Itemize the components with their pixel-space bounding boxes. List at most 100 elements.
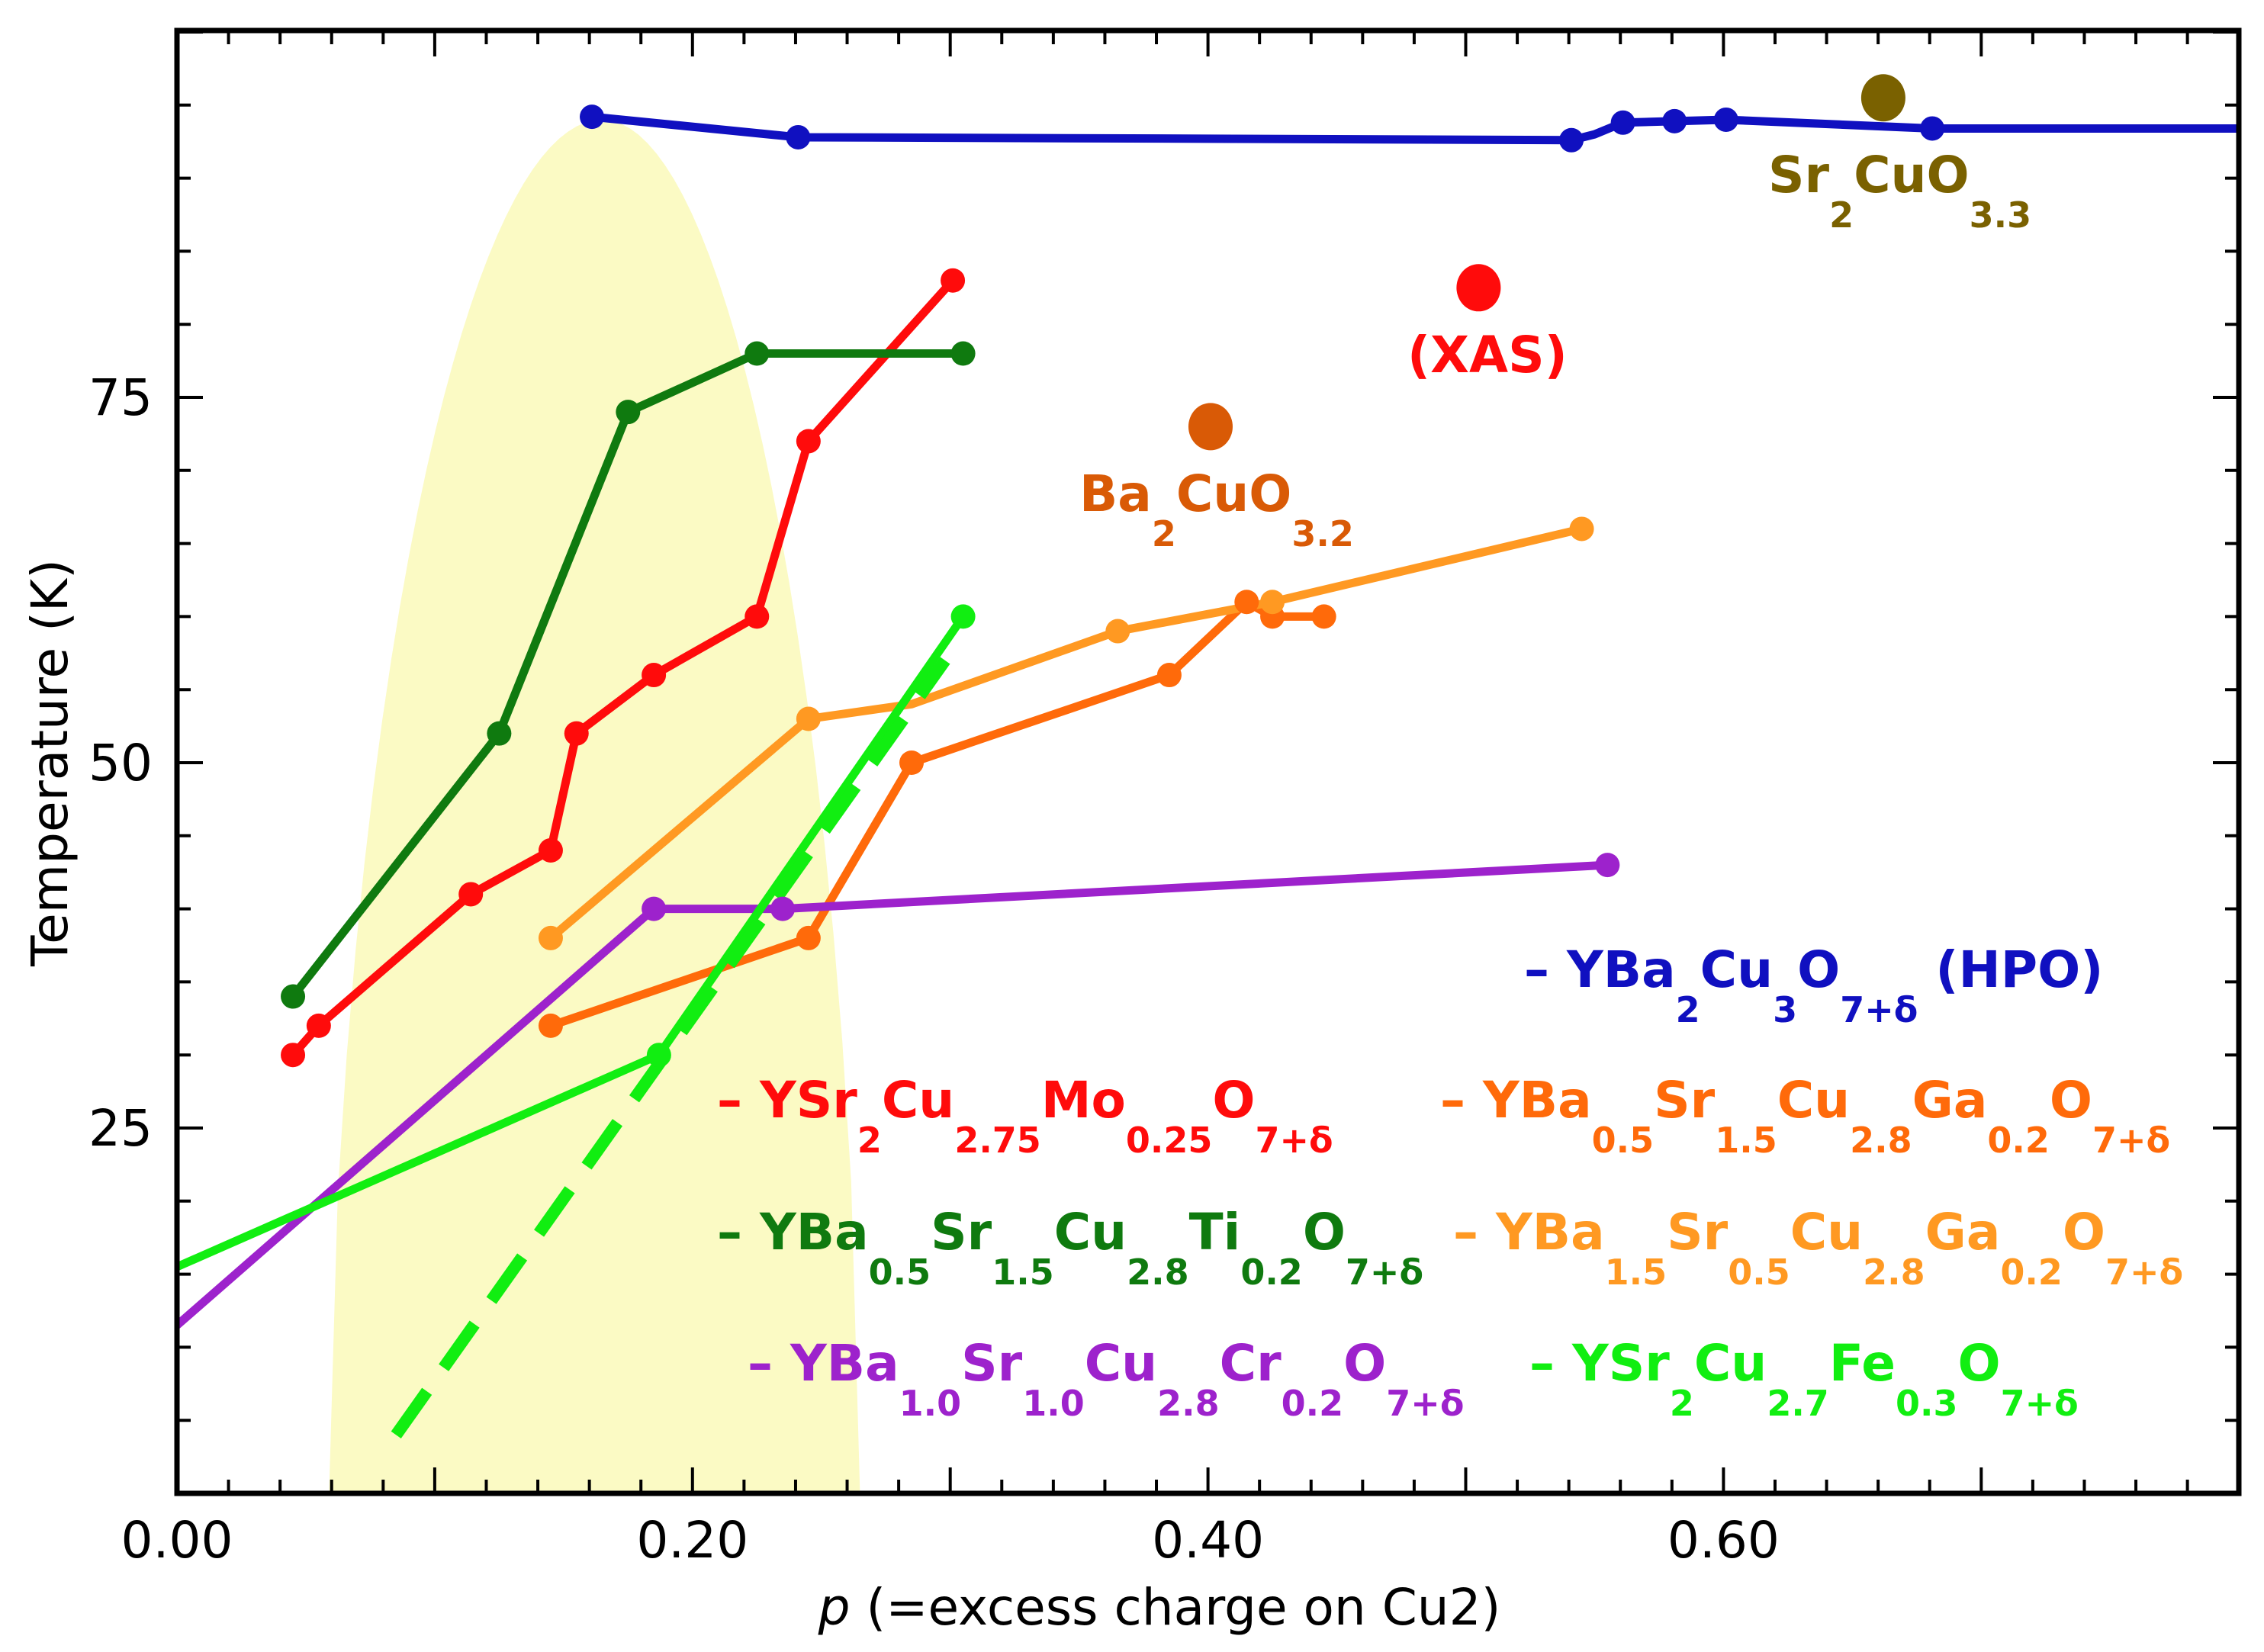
label-part: CuO: [1854, 146, 1970, 204]
point-ba2cuo3-2: [1188, 403, 1233, 451]
label-part: Sr: [1667, 1203, 1729, 1261]
point-yba0-5sr1-5cu2-8ga0-2o7-0: [538, 1013, 563, 1038]
point-ysr2cu2-75mo0-25o7-5: [642, 663, 667, 688]
legend-ga05: – YBa0.5Sr1.5Cu2.8Ga0.2O7+δ: [1440, 1071, 2170, 1161]
legend-ti: – YBa0.5Sr1.5Cu2.8Ti0.2O7+δ: [717, 1203, 1423, 1293]
label-part: Cu: [882, 1071, 954, 1130]
label-part: – YSr: [717, 1071, 857, 1130]
label-part: 0.25: [1126, 1120, 1213, 1161]
label-part: O: [1958, 1334, 2001, 1393]
label-part: – YBa: [1453, 1203, 1605, 1261]
point-yba2cu3o7-hpo-6: [1662, 108, 1687, 133]
point-sr2cuo3-3: [1860, 74, 1905, 122]
point-ysr2cu2-7fe0-3o7-1: [646, 1043, 671, 1068]
label-part: 0.5: [869, 1252, 931, 1293]
label-part: 7+δ: [2092, 1120, 2170, 1161]
label-part: 0.2: [1282, 1383, 1344, 1424]
point-yba1-5sr0-5cu2-8ga0-2o7-3: [1105, 619, 1130, 644]
point-yba0-5sr1-5cu2-8ti0-2o7-4: [950, 341, 976, 366]
point-yba1-0sr1-0cu2-8cr0-2o7-3: [1595, 853, 1620, 878]
point-ysr2cu2-75mo0-25o7-2: [458, 882, 484, 907]
label-part: O: [2063, 1203, 2105, 1261]
label-part: 3: [1773, 989, 1797, 1030]
label-part: 7+δ: [1840, 989, 1918, 1030]
point-yba0-5sr1-5cu2-8ga0-2o7-2: [899, 750, 925, 775]
series-line-yba1-5sr0-5cu2-8ga0-2o7: [548, 525, 1583, 942]
x-axis-title: p (=excess charge on Cu2): [818, 1578, 1501, 1637]
point-ysr2cu2-75mo0-25o7-6: [744, 604, 770, 629]
point-yba0-5sr1-5cu2-8ti0-2o7-3: [744, 341, 770, 366]
point-yba1-5sr0-5cu2-8ga0-2o7-0: [538, 925, 563, 950]
series-line-yba2cu3o7-hpo: [591, 112, 2240, 145]
label-part: Cu: [1054, 1203, 1127, 1261]
label-part: 0.2: [1987, 1120, 2050, 1161]
label-xas: (XAS): [1407, 326, 1568, 384]
x-tick-label: 0.40: [1152, 1511, 1264, 1570]
shaded-dome: [329, 119, 860, 1493]
label-part: 2.75: [954, 1120, 1041, 1161]
point-yba0-5sr1-5cu2-8ga0-2o7-3: [1156, 663, 1182, 688]
point-yba0-5sr1-5cu2-8ti0-2o7-1: [487, 721, 512, 746]
axis-text: p (=excess charge on Cu2) Temperature (K…: [21, 368, 1780, 1637]
label-sr2cuo: Sr2CuO3.3: [1768, 146, 2031, 236]
label-part: 7+δ: [2001, 1383, 2079, 1424]
label-part: 2.8: [1863, 1252, 1925, 1293]
label-part: 2: [1676, 989, 1700, 1030]
legend-fe: – YSr2Cu2.7Fe0.3O7+δ: [1529, 1334, 2079, 1424]
point-ysr2cu2-75mo0-25o7-4: [564, 721, 589, 746]
y-axis-title: Temperature (K): [21, 559, 79, 967]
label-part: 3.3: [1970, 194, 2032, 236]
label-part: 2: [857, 1120, 882, 1161]
point-ysr2cu2-75mo0-25o7-7: [796, 429, 821, 454]
label-part: Sr: [1654, 1071, 1716, 1130]
point-yba2cu3o7-hpo-7: [1713, 107, 1738, 132]
point-yba1-5sr0-5cu2-8ga0-2o7-4: [1260, 590, 1285, 615]
point-yba1-5sr0-5cu2-8ga0-2o7-5: [1569, 516, 1594, 542]
label-part: 0.5: [1728, 1252, 1790, 1293]
legend-ga15: – YBa1.5Sr0.5Cu2.8Ga0.2O7+δ: [1453, 1203, 2183, 1293]
label-part: – YBa: [717, 1203, 869, 1261]
label-part: – YBa: [1440, 1071, 1592, 1130]
label-part: 1.0: [899, 1383, 962, 1424]
point-yba0-5sr1-5cu2-8ga0-2o7-6: [1311, 604, 1336, 629]
label-part: 7+δ: [1255, 1120, 1333, 1161]
y-tick-label: 50: [88, 734, 153, 792]
label-part: 2: [1670, 1383, 1694, 1424]
label-part: Ga: [1925, 1203, 2001, 1261]
label-part: 7+δ: [1346, 1252, 1423, 1293]
plot-frame: [174, 27, 2242, 1496]
x-tick-label: 0.60: [1667, 1511, 1780, 1570]
label-part: 2.8: [1127, 1252, 1189, 1293]
label-part: Sr: [931, 1203, 992, 1261]
label-part: 3.2: [1291, 513, 1354, 554]
point-ysr2cu2-75mo0-25o7-8: [941, 268, 966, 293]
label-part: Cu: [1777, 1071, 1850, 1130]
label-part: Cu: [1700, 940, 1773, 999]
label-ba2cuo: Ba2CuO3.2: [1079, 464, 1354, 554]
point-yba2cu3o7-hpo-3: [1559, 127, 1584, 153]
label-part: Sr: [961, 1334, 1023, 1393]
label-part: Ga: [1912, 1071, 1988, 1130]
legend-mo: – YSr2Cu2.75Mo0.25O7+δ: [717, 1071, 1333, 1161]
series-line-yba1-0sr1-0cu2-8cr0-2o7: [174, 860, 1608, 1329]
point-yba2cu3o7-hpo-1: [786, 124, 811, 149]
shaded-region: [329, 119, 860, 1493]
label-part: (HPO): [1918, 940, 2103, 999]
label-part: Fe: [1829, 1334, 1896, 1393]
point-ysr2cu2-7fe0-3o7-2: [950, 604, 976, 629]
x-tick-label: 0.20: [636, 1511, 748, 1570]
point-yba0-5sr1-5cu2-8ga0-2o7-4: [1234, 590, 1259, 615]
label-part: Mo: [1041, 1071, 1126, 1130]
label-part: 2: [1829, 194, 1854, 236]
label-part: Sr: [1768, 146, 1830, 204]
legend-hpo: – YBa2Cu3O7+δ (HPO): [1524, 940, 2103, 1030]
point-ysr2cu2-75mo0-25o7-1: [306, 1013, 331, 1038]
label-part: (XAS): [1407, 326, 1568, 384]
label-part: Cu: [1085, 1334, 1157, 1393]
label-part: 1.5: [1715, 1120, 1777, 1161]
annotation-labels: Sr2CuO3.3 (XAS) Ba2CuO3.2 – YBa2Cu3O7+δ …: [717, 146, 2183, 1424]
label-part: Cu: [1694, 1334, 1767, 1393]
point-yba1-0sr1-0cu2-8cr0-2o7-2: [770, 896, 796, 921]
label-part: 0.2: [2000, 1252, 2063, 1293]
